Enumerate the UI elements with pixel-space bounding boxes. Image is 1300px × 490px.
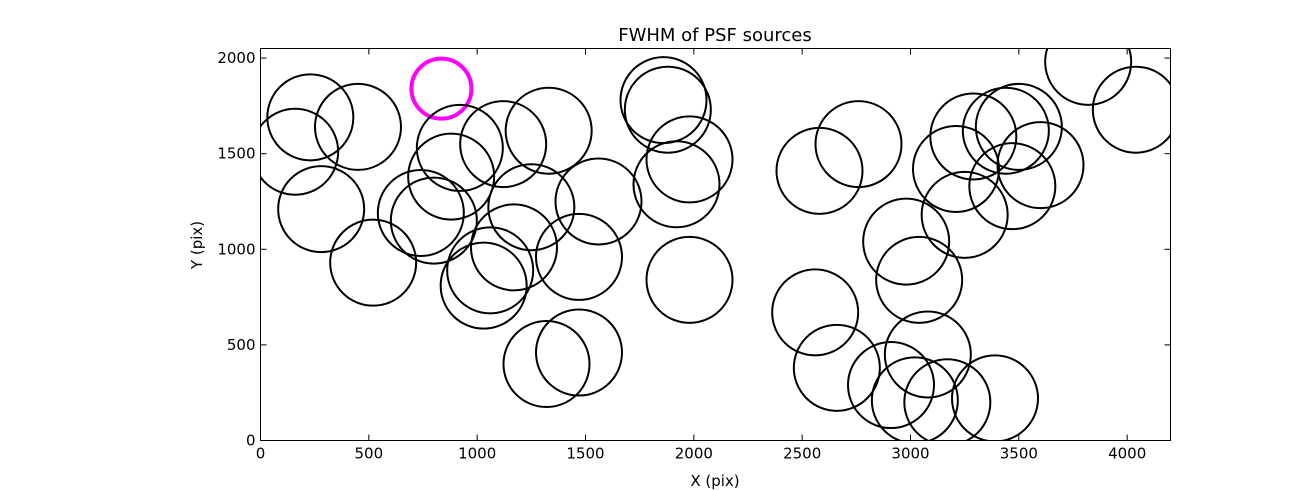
source-circle xyxy=(875,235,964,324)
x-tick-label: 0 xyxy=(256,445,266,463)
source-circle xyxy=(439,241,528,330)
y-tick-label: 0 xyxy=(246,432,256,450)
source-circle xyxy=(645,115,734,204)
source-circle xyxy=(912,124,1000,213)
source-circle xyxy=(314,82,402,171)
points-layer xyxy=(260,48,1171,441)
y-tick-label: 2000 xyxy=(217,49,255,67)
source-circle xyxy=(487,163,576,252)
source-circle xyxy=(645,235,734,324)
source-circle xyxy=(389,176,478,265)
source-circle xyxy=(619,56,708,145)
source-circle xyxy=(407,132,496,221)
x-tick-label: 3000 xyxy=(891,445,929,463)
source-circle xyxy=(903,358,992,441)
source-circle xyxy=(260,107,340,196)
y-tick-label: 500 xyxy=(227,336,256,354)
source-circle xyxy=(459,100,548,189)
source-circle xyxy=(792,323,881,412)
source-circle xyxy=(329,218,418,307)
source-circle xyxy=(883,310,972,399)
source-circle xyxy=(554,157,643,246)
x-tick-label: 2000 xyxy=(675,445,713,463)
source-circle xyxy=(470,203,558,292)
source-circle xyxy=(929,92,1018,181)
plot-frame xyxy=(260,48,1171,441)
x-tick-label: 4000 xyxy=(1108,445,1146,463)
source-circle xyxy=(535,308,623,397)
source-circle xyxy=(632,140,721,229)
source-circle xyxy=(961,86,1050,175)
x-axis-label: X (pix) xyxy=(690,472,739,490)
ticks-layer: 0 500 1000 1500 2000 2500 3000 3500 4000 0 500 1000… xyxy=(217,48,1171,463)
source-circle xyxy=(277,165,366,254)
source-circle xyxy=(446,226,535,315)
source-circle xyxy=(415,103,504,192)
source-circle xyxy=(920,170,1009,259)
source-circle xyxy=(376,168,465,257)
source-circle xyxy=(775,126,864,215)
x-tick-label: 3500 xyxy=(1000,445,1038,463)
y-tick-label: 1500 xyxy=(217,145,255,163)
source-circle xyxy=(870,356,959,441)
x-tick-label: 1000 xyxy=(458,445,496,463)
x-tick-label: 2500 xyxy=(783,445,821,463)
source-circle xyxy=(951,354,1039,441)
y-axis-label: Y (pix) xyxy=(188,221,206,270)
source-circle xyxy=(771,268,860,357)
x-tick-label: 1500 xyxy=(566,445,604,463)
source-circle xyxy=(968,142,1057,231)
source-circle xyxy=(504,86,593,175)
source-circle xyxy=(502,320,591,409)
x-tick-label: 500 xyxy=(355,445,384,463)
source-circle xyxy=(1044,48,1133,106)
source-circle xyxy=(847,341,935,430)
source-circle xyxy=(862,197,951,286)
y-tick-label: 1000 xyxy=(217,240,255,258)
source-circle xyxy=(266,73,355,162)
source-circle xyxy=(623,65,712,154)
source-circle xyxy=(535,212,623,301)
source-circle xyxy=(814,100,903,189)
chart-title: FWHM of PSF sources xyxy=(618,25,812,46)
source-circle xyxy=(996,121,1085,210)
source-circle xyxy=(1091,65,1171,154)
highlighted-source-circle xyxy=(409,56,474,121)
